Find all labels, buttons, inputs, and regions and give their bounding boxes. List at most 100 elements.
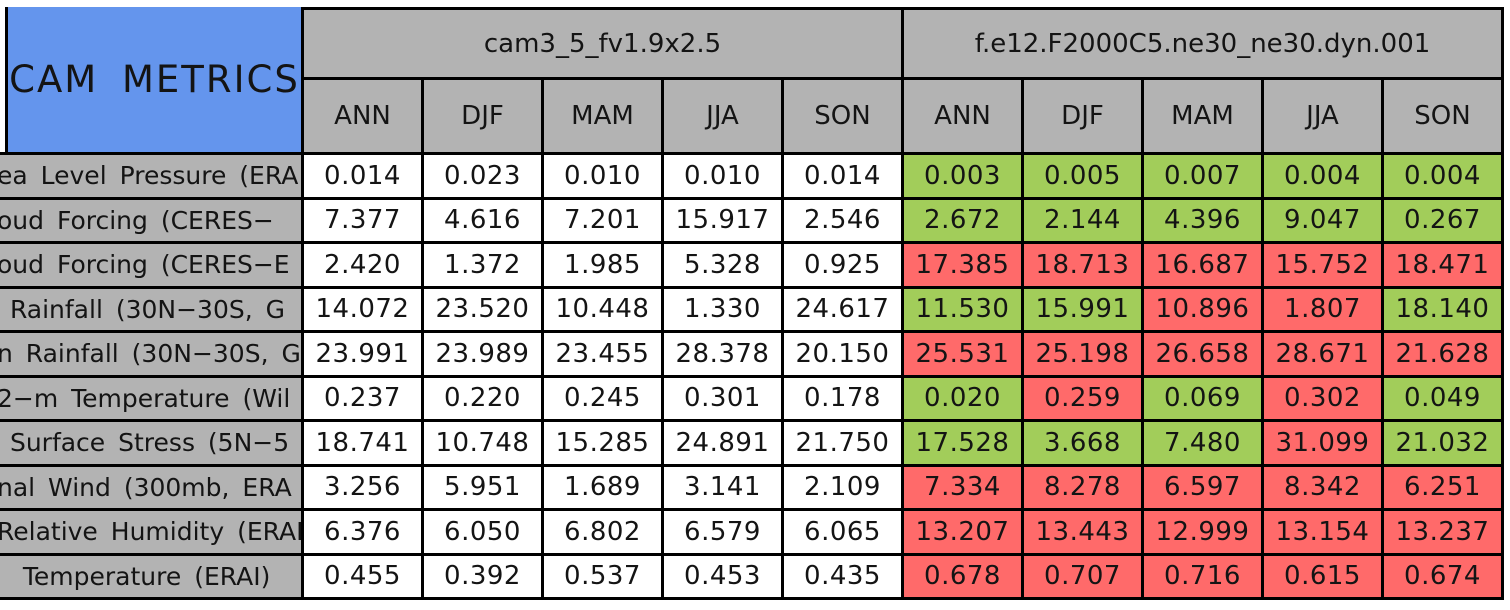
- control-value-cell: 23.455: [544, 333, 664, 378]
- control-value-cell: 6.050: [424, 511, 544, 556]
- control-value-cell: 0.392: [424, 555, 544, 600]
- control-value-cell: 10.748: [424, 422, 544, 467]
- control-value-cell: 0.014: [304, 155, 424, 200]
- control-value-cell: 21.750: [784, 422, 904, 467]
- season-header-jja: JJA: [664, 80, 784, 155]
- season-header-ann: ANN: [304, 80, 424, 155]
- test-value-cell: 8.342: [1264, 466, 1384, 511]
- test-value-cell: 2.672: [904, 199, 1024, 244]
- test-value-cell: 0.267: [1384, 199, 1504, 244]
- row-label: Surface Stress (5N−5: [0, 422, 304, 467]
- test-value-cell: 12.999: [1144, 511, 1264, 556]
- row-label: Temperature (ERAI): [0, 555, 304, 600]
- control-value-cell: 28.378: [664, 333, 784, 378]
- control-value-cell: 23.520: [424, 288, 544, 333]
- control-value-cell: 0.220: [424, 377, 544, 422]
- season-header-djf: DJF: [1024, 80, 1144, 155]
- control-value-cell: 15.285: [544, 422, 664, 467]
- page-title: CAM METRICS: [9, 58, 300, 101]
- season-header-mam: MAM: [1144, 80, 1264, 155]
- test-value-cell: 0.716: [1144, 555, 1264, 600]
- control-value-cell: 0.453: [664, 555, 784, 600]
- model-header-control: cam3_5_fv1.9x2.5: [304, 7, 904, 80]
- control-value-cell: 6.802: [544, 511, 664, 556]
- test-value-cell: 9.047: [1264, 199, 1384, 244]
- metrics-table: CAM METRICS cam3_5_fv1.9x2.5 f.e12.F2000…: [0, 7, 1504, 600]
- control-value-cell: 0.014: [784, 155, 904, 200]
- test-value-cell: 13.443: [1024, 511, 1144, 556]
- control-value-cell: 4.616: [424, 199, 544, 244]
- control-value-cell: 1.985: [544, 244, 664, 289]
- table-title-cell: CAM METRICS: [0, 7, 304, 155]
- control-value-cell: 5.951: [424, 466, 544, 511]
- test-value-cell: 26.658: [1144, 333, 1264, 378]
- row-label: 2−m Temperature (Wil: [0, 377, 304, 422]
- season-header-mam: MAM: [544, 80, 664, 155]
- control-value-cell: 23.991: [304, 333, 424, 378]
- control-value-cell: 18.741: [304, 422, 424, 467]
- test-value-cell: 25.198: [1024, 333, 1144, 378]
- control-value-cell: 1.689: [544, 466, 664, 511]
- control-value-cell: 0.455: [304, 555, 424, 600]
- control-value-cell: 5.328: [664, 244, 784, 289]
- test-value-cell: 17.385: [904, 244, 1024, 289]
- test-value-cell: 6.251: [1384, 466, 1504, 511]
- control-value-cell: 23.989: [424, 333, 544, 378]
- control-value-cell: 0.010: [664, 155, 784, 200]
- control-value-cell: 14.072: [304, 288, 424, 333]
- row-label: ea Level Pressure (ERA: [0, 155, 304, 200]
- control-value-cell: 0.178: [784, 377, 904, 422]
- control-value-cell: 3.141: [664, 466, 784, 511]
- test-value-cell: 15.752: [1264, 244, 1384, 289]
- table-title-box: CAM METRICS: [5, 7, 301, 152]
- test-value-cell: 0.707: [1024, 555, 1144, 600]
- test-value-cell: 0.007: [1144, 155, 1264, 200]
- control-value-cell: 15.917: [664, 199, 784, 244]
- test-value-cell: 1.807: [1264, 288, 1384, 333]
- test-value-cell: 2.144: [1024, 199, 1144, 244]
- control-value-cell: 2.109: [784, 466, 904, 511]
- test-value-cell: 3.668: [1024, 422, 1144, 467]
- control-value-cell: 2.420: [304, 244, 424, 289]
- test-value-cell: 0.302: [1264, 377, 1384, 422]
- control-value-cell: 0.237: [304, 377, 424, 422]
- control-value-cell: 0.925: [784, 244, 904, 289]
- control-value-cell: 7.201: [544, 199, 664, 244]
- control-value-cell: 0.435: [784, 555, 904, 600]
- test-value-cell: 18.471: [1384, 244, 1504, 289]
- control-value-cell: 0.023: [424, 155, 544, 200]
- test-value-cell: 18.140: [1384, 288, 1504, 333]
- test-value-cell: 0.003: [904, 155, 1024, 200]
- test-value-cell: 0.674: [1384, 555, 1504, 600]
- control-value-cell: 3.256: [304, 466, 424, 511]
- season-header-djf: DJF: [424, 80, 544, 155]
- test-value-cell: 0.004: [1384, 155, 1504, 200]
- test-value-cell: 0.049: [1384, 377, 1504, 422]
- test-value-cell: 0.020: [904, 377, 1024, 422]
- control-value-cell: 6.376: [304, 511, 424, 556]
- control-value-cell: 1.330: [664, 288, 784, 333]
- test-value-cell: 25.531: [904, 333, 1024, 378]
- control-value-cell: 10.448: [544, 288, 664, 333]
- test-value-cell: 0.678: [904, 555, 1024, 600]
- test-value-cell: 4.396: [1144, 199, 1264, 244]
- control-value-cell: 6.579: [664, 511, 784, 556]
- row-label: oud Forcing (CERES−: [0, 199, 304, 244]
- test-value-cell: 16.687: [1144, 244, 1264, 289]
- row-label: Relative Humidity (ERAI: [0, 511, 304, 556]
- test-value-cell: 0.259: [1024, 377, 1144, 422]
- test-value-cell: 6.597: [1144, 466, 1264, 511]
- test-value-cell: 31.099: [1264, 422, 1384, 467]
- test-value-cell: 7.334: [904, 466, 1024, 511]
- test-value-cell: 18.713: [1024, 244, 1144, 289]
- test-value-cell: 7.480: [1144, 422, 1264, 467]
- control-value-cell: 24.617: [784, 288, 904, 333]
- control-value-cell: 0.010: [544, 155, 664, 200]
- test-value-cell: 21.628: [1384, 333, 1504, 378]
- control-value-cell: 0.245: [544, 377, 664, 422]
- test-value-cell: 21.032: [1384, 422, 1504, 467]
- test-value-cell: 13.154: [1264, 511, 1384, 556]
- control-value-cell: 2.546: [784, 199, 904, 244]
- row-label: Rainfall (30N−30S, G: [0, 288, 304, 333]
